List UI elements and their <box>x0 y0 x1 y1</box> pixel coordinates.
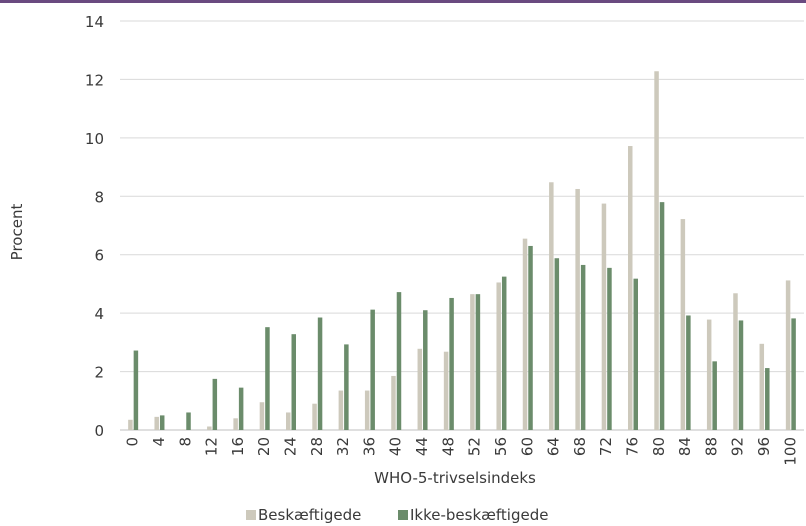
x-tick-label: 16 <box>229 437 247 456</box>
x-tick-label: 96 <box>755 437 773 456</box>
bar-ikke-beskaeftigede-64 <box>554 258 560 430</box>
bar-beskaeftigede-24 <box>286 412 291 430</box>
bar-ikke-beskaeftigede-32 <box>344 344 349 430</box>
bar-ikke-beskaeftigede-16 <box>238 387 244 430</box>
bar-beskaeftigede-92 <box>733 293 738 430</box>
bar-ikke-beskaeftigede-92 <box>738 320 744 430</box>
x-tick-label: 72 <box>597 437 615 456</box>
bar-beskaeftigede-28 <box>312 403 317 430</box>
bar-ikke-beskaeftigede-48 <box>449 297 454 430</box>
bar-ikke-beskaeftigede-20 <box>265 327 270 430</box>
bar-ikke-beskaeftigede-76 <box>633 278 638 430</box>
legend-label: Ikke-beskæftigede <box>410 506 548 524</box>
x-tick-labels: 0 4 8 12 16 20 24 28 32 36 40 44 48 52 56 60 64 68 72 76 80 8… <box>124 437 800 466</box>
bar-beskaeftigede-0 <box>128 419 133 430</box>
legend-swatch <box>246 510 256 520</box>
bar-beskaeftigede-76 <box>628 146 633 430</box>
bar-beskaeftigede-60 <box>522 238 528 430</box>
x-tick-label: 44 <box>413 437 431 456</box>
bar-ikke-beskaeftigede-36 <box>370 309 375 430</box>
bar-ikke-beskaeftigede-68 <box>580 264 586 430</box>
bar-beskaeftigede-100 <box>785 280 791 430</box>
y-tick-label: 14 <box>85 13 104 31</box>
bar-ikke-beskaeftigede-12 <box>212 378 218 430</box>
bar-beskaeftigede-64 <box>549 182 554 430</box>
top-accent-bar <box>0 0 806 3</box>
x-tick-label: 48 <box>439 437 457 456</box>
x-tick-label: 84 <box>676 437 694 456</box>
x-tick-label: 40 <box>387 437 405 456</box>
x-tick-label: 80 <box>650 437 668 456</box>
x-tick-label: 24 <box>282 437 300 456</box>
x-tick-label: 32 <box>334 437 352 456</box>
bar-beskaeftigede-52 <box>470 294 475 430</box>
x-tick-label: 100 <box>781 437 799 466</box>
x-tick-label: 36 <box>360 437 378 456</box>
y-tick-labels: 0 2 4 6 8 10 12 14 <box>85 13 104 440</box>
bar-ikke-beskaeftigede-44 <box>423 310 428 430</box>
gridlines <box>120 20 804 431</box>
x-tick-label: 68 <box>571 437 589 456</box>
y-axis-label: Procent <box>8 204 26 261</box>
legend: Beskæftigede Ikke-beskæftigede <box>246 506 548 524</box>
bar-ikke-beskaeftigede-84 <box>686 315 691 430</box>
x-tick-label: 12 <box>203 437 221 456</box>
bar-ikke-beskaeftigede-88 <box>712 361 717 430</box>
bar-beskaeftigede-88 <box>706 319 712 430</box>
legend-label: Beskæftigede <box>258 506 361 524</box>
x-tick-label: 92 <box>729 437 747 456</box>
bar-beskaeftigede-68 <box>575 188 580 430</box>
y-tick-label: 10 <box>85 130 104 148</box>
x-axis-label: WHO-5-trivselsindeks <box>374 469 536 487</box>
y-tick-label: 12 <box>85 71 104 89</box>
bar-beskaeftigede-44 <box>417 348 423 430</box>
bar-beskaeftigede-96 <box>759 343 765 430</box>
x-tick-label: 20 <box>255 437 273 456</box>
bar-beskaeftigede-48 <box>443 351 449 430</box>
y-tick-label: 4 <box>94 305 104 323</box>
bar-beskaeftigede-36 <box>364 390 370 430</box>
bar-ikke-beskaeftigede-40 <box>396 292 402 430</box>
y-tick-label: 2 <box>94 364 104 382</box>
bar-beskaeftigede-80 <box>654 71 659 431</box>
x-tick-label: 0 <box>124 437 142 447</box>
bar-ikke-beskaeftigede-52 <box>475 294 481 430</box>
bar-ikke-beskaeftigede-8 <box>186 412 191 430</box>
bar-ikke-beskaeftigede-72 <box>607 267 612 430</box>
bar-beskaeftigede-84 <box>680 219 686 430</box>
legend-swatch <box>398 510 408 520</box>
y-tick-label: 6 <box>94 247 104 265</box>
x-tick-label: 56 <box>492 437 510 456</box>
bar-beskaeftigede-4 <box>154 416 159 430</box>
bar-ikke-beskaeftigede-0 <box>133 350 139 430</box>
x-tick-label: 88 <box>702 437 720 456</box>
y-tick-label: 8 <box>94 188 104 206</box>
bar-beskaeftigede-12 <box>207 426 212 430</box>
bar-beskaeftigede-8 <box>180 429 186 430</box>
bar-ikke-beskaeftigede-60 <box>528 245 533 430</box>
x-tick-label: 76 <box>624 437 642 456</box>
bar-beskaeftigede-32 <box>338 390 344 430</box>
bar-beskaeftigede-72 <box>601 203 607 430</box>
x-tick-label: 8 <box>176 437 194 447</box>
bar-ikke-beskaeftigede-28 <box>317 317 323 430</box>
x-tick-label: 52 <box>466 437 484 456</box>
bar-ikke-beskaeftigede-80 <box>659 202 665 430</box>
bar-ikke-beskaeftigede-4 <box>159 415 165 430</box>
y-tick-label: 0 <box>94 422 104 440</box>
bar-ikke-beskaeftigede-100 <box>791 318 796 430</box>
bar-beskaeftigede-16 <box>233 418 238 430</box>
bar-ikke-beskaeftigede-96 <box>765 368 770 430</box>
bar-ikke-beskaeftigede-56 <box>501 276 507 430</box>
bars <box>128 71 796 431</box>
bar-beskaeftigede-40 <box>391 375 396 430</box>
bar-ikke-beskaeftigede-24 <box>291 334 296 430</box>
x-tick-label: 4 <box>150 437 168 447</box>
x-tick-label: 60 <box>518 437 536 456</box>
bar-beskaeftigede-20 <box>259 402 265 430</box>
bar-beskaeftigede-56 <box>496 282 501 430</box>
x-tick-label: 28 <box>308 437 326 456</box>
x-tick-label: 64 <box>545 437 563 456</box>
